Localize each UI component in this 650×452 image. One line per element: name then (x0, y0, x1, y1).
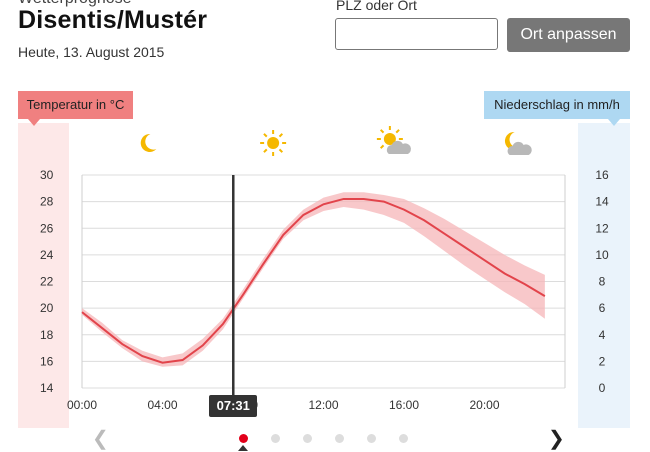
temperature-range-band (82, 192, 545, 367)
y2-tick-label: 14 (595, 195, 609, 209)
moon-icon (504, 131, 521, 150)
location-input[interactable] (335, 18, 498, 50)
next-day-arrow-icon[interactable]: ❯ (548, 428, 565, 450)
x-tick-label: 00:00 (67, 398, 97, 412)
precipitation-axis-panel (578, 123, 630, 428)
y2-tick-label: 2 (599, 354, 606, 368)
active-page-caret-icon (238, 445, 248, 451)
pager-dot[interactable] (239, 434, 248, 443)
y-tick-label: 24 (40, 248, 54, 262)
y2-tick-label: 16 (595, 168, 609, 182)
y-tick-label: 20 (40, 301, 54, 315)
previous-day-arrow-icon[interactable]: ❮ (92, 428, 109, 450)
y-tick-label: 30 (40, 168, 54, 182)
y-tick-label: 22 (40, 275, 54, 289)
temperature-axis-panel (18, 123, 69, 428)
page-heading-partial: Wetterprognose (18, 0, 132, 8)
cloud-icon (507, 141, 532, 155)
precipitation-axis-title: Niederschlag in mm/h (484, 91, 630, 126)
y-tick-label: 28 (40, 195, 54, 209)
temperature-line (81, 197, 546, 364)
pager-dot[interactable] (367, 434, 376, 443)
moon-icon (140, 133, 157, 152)
cloud-icon (386, 140, 411, 154)
pager-dot[interactable] (399, 434, 408, 443)
y-tick-label: 18 (40, 328, 54, 342)
y2-tick-label: 6 (599, 301, 606, 315)
y-tick-label: 14 (40, 381, 54, 395)
y-tick-label: 16 (40, 354, 54, 368)
y2-tick-label: 0 (599, 381, 606, 395)
y2-tick-label: 4 (599, 328, 606, 342)
x-tick-label: 16:00 (389, 398, 419, 412)
pager-dot[interactable] (271, 434, 280, 443)
temperature-axis-title: Temperatur in °C (18, 91, 133, 126)
y-tick-label: 26 (40, 221, 54, 235)
pager-dot[interactable] (335, 434, 344, 443)
city-title: Disentis/Mustér (18, 6, 208, 34)
x-tick-label: 04:00 (147, 398, 177, 412)
sun-icon (376, 126, 403, 152)
y2-tick-label: 8 (599, 275, 606, 289)
sun-icon (260, 130, 287, 156)
location-label: PLZ oder Ort (336, 0, 417, 13)
x-tick-label: 20:00 (469, 398, 499, 412)
y2-tick-label: 12 (595, 221, 609, 235)
forecast-date: Heute, 13. August 2015 (18, 44, 165, 60)
y2-tick-label: 10 (595, 248, 609, 262)
x-tick-label: 12:00 (308, 398, 338, 412)
update-location-button[interactable]: Ort anpassen (507, 18, 630, 52)
current-time-marker: 07:31 (209, 395, 258, 417)
pager-dot[interactable] (303, 434, 312, 443)
